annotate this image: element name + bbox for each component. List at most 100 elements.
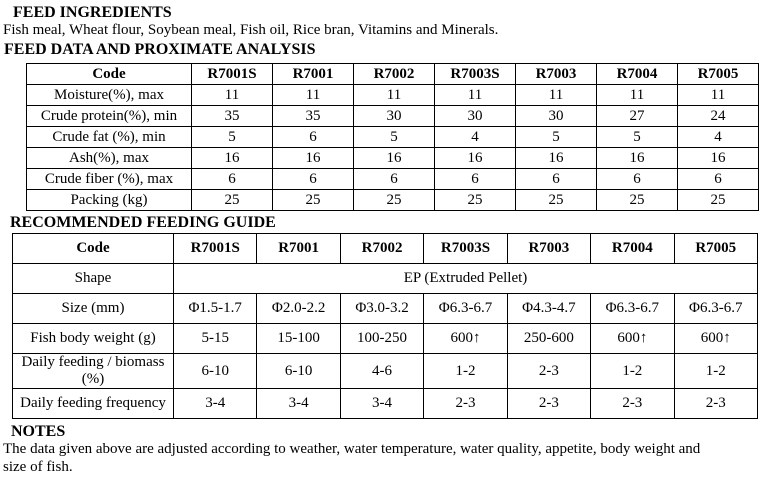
merged-value-cell: EP (Extruded Pellet) xyxy=(173,263,758,294)
value-cell: 15-100 xyxy=(256,323,341,354)
value-cell: 11 xyxy=(677,84,759,106)
value-cell: 4-6 xyxy=(339,353,425,389)
value-cell: Φ4.3-4.7 xyxy=(506,293,592,324)
header-code-cell: R7004 xyxy=(596,63,678,85)
header-code-cell: R7003S xyxy=(434,63,516,85)
header-code-cell: R7003S xyxy=(423,233,508,264)
value-cell: 2-3 xyxy=(423,388,508,419)
value-cell: 16 xyxy=(596,147,678,169)
value-cell: 3-4 xyxy=(172,388,258,419)
value-cell: 16 xyxy=(677,147,759,169)
value-cell: 6 xyxy=(272,126,354,148)
value-cell: 600↑ xyxy=(423,323,508,354)
value-cell: 6 xyxy=(677,168,759,190)
header-code-cell: R7002 xyxy=(339,233,425,264)
row-label-cell: Shape xyxy=(12,263,174,294)
row-label-cell: Crude protein(%), min xyxy=(26,105,192,127)
row-label-cell: Daily feeding frequency xyxy=(12,388,174,419)
header-code-cell: R7001S xyxy=(191,63,273,85)
header-code-cell: R7003 xyxy=(506,233,592,264)
value-cell: 11 xyxy=(596,84,678,106)
value-cell: 11 xyxy=(434,84,516,106)
section-heading-notes: NOTES xyxy=(11,423,66,440)
row-label-cell: Fish body weight (g) xyxy=(12,323,174,354)
value-cell: 100-250 xyxy=(339,323,425,354)
value-cell: 1-2 xyxy=(590,353,675,389)
value-cell: 11 xyxy=(191,84,273,106)
value-cell: 25 xyxy=(515,189,597,211)
row-label-cell: Crude fat (%), min xyxy=(26,126,192,148)
value-cell: 35 xyxy=(191,105,273,127)
value-cell: 35 xyxy=(272,105,354,127)
value-cell: Φ1.5-1.7 xyxy=(172,293,258,324)
value-cell: 11 xyxy=(272,84,354,106)
value-cell: 6 xyxy=(353,168,435,190)
value-cell: 30 xyxy=(434,105,516,127)
table-row: Crude fiber (%), max 6 6 6 6 6 6 6 xyxy=(26,168,759,190)
header-code-cell: R7001S xyxy=(172,233,258,264)
value-cell: 25 xyxy=(191,189,273,211)
value-cell: 2-3 xyxy=(590,388,675,419)
value-cell: 30 xyxy=(353,105,435,127)
section-heading-proximate-analysis: FEED DATA AND PROXIMATE ANALYSIS xyxy=(4,41,316,58)
value-cell: 25 xyxy=(677,189,759,211)
header-code-cell: R7004 xyxy=(590,233,675,264)
table-row: Daily feeding / biomass (%) 6-10 6-10 4-6 1-… xyxy=(12,353,759,389)
value-cell: 25 xyxy=(434,189,516,211)
value-cell: 250-600 xyxy=(506,323,592,354)
value-cell: 6 xyxy=(272,168,354,190)
table-header-row: Code R7001S R7001 R7002 R7003S R7003 R7004 R700… xyxy=(26,63,759,85)
row-label-cell: Moisture(%), max xyxy=(26,84,192,106)
value-cell: 2-3 xyxy=(506,388,592,419)
table-row: Crude protein(%), min 35 35 30 30 30 27 24 xyxy=(26,105,759,127)
value-cell: 25 xyxy=(272,189,354,211)
value-cell: 16 xyxy=(272,147,354,169)
table-header-row: Code R7001S R7001 R7002 R7003S R7003 R7004 R700… xyxy=(12,233,759,264)
value-cell: 16 xyxy=(353,147,435,169)
value-cell: 16 xyxy=(515,147,597,169)
notes-line-1: The data given above are adjusted accord… xyxy=(3,441,701,457)
value-cell: 3-4 xyxy=(256,388,341,419)
value-cell: 6-10 xyxy=(172,353,258,389)
table-row: Moisture(%), max 11 11 11 11 11 11 11 xyxy=(26,84,759,106)
value-cell: 6 xyxy=(596,168,678,190)
value-cell: 6-10 xyxy=(256,353,341,389)
value-cell: 5 xyxy=(353,126,435,148)
value-cell: 4 xyxy=(434,126,516,148)
table-row: Size (mm) Φ1.5-1.7 Φ2.0-2.2 Φ3.0-3.2 Φ6.3-6.… xyxy=(12,293,759,324)
value-cell: 5 xyxy=(191,126,273,148)
table-row: Daily feeding frequency 3-4 3-4 3-4 2-3 2-3 2-… xyxy=(12,388,759,419)
header-code-cell: R7001 xyxy=(256,233,341,264)
header-label-cell: Code xyxy=(12,233,174,264)
value-cell: 16 xyxy=(191,147,273,169)
section-heading-feed-ingredients: FEED INGREDIENTS xyxy=(13,4,172,21)
header-code-cell: R7003 xyxy=(515,63,597,85)
ingredients-text: Fish meal, Wheat flour, Soybean meal, Fi… xyxy=(3,22,499,38)
value-cell: 16 xyxy=(434,147,516,169)
section-heading-feeding-guide: RECOMMENDED FEEDING GUIDE xyxy=(10,214,276,231)
header-code-cell: R7001 xyxy=(272,63,354,85)
value-cell: 25 xyxy=(596,189,678,211)
value-cell: 6 xyxy=(515,168,597,190)
value-cell: 6 xyxy=(191,168,273,190)
value-cell: 600↑ xyxy=(590,323,675,354)
value-cell: 30 xyxy=(515,105,597,127)
value-cell: 5 xyxy=(515,126,597,148)
value-cell: 1-2 xyxy=(423,353,508,389)
value-cell: 3-4 xyxy=(339,388,425,419)
value-cell: 2-3 xyxy=(673,388,759,419)
value-cell: 25 xyxy=(353,189,435,211)
value-cell: 600↑ xyxy=(673,323,759,354)
header-code-cell: R7005 xyxy=(673,233,759,264)
table-row: Ash(%), max 16 16 16 16 16 16 16 xyxy=(26,147,759,169)
row-label-cell: Daily feeding / biomass (%) xyxy=(12,353,174,389)
value-cell: 11 xyxy=(515,84,597,106)
header-code-cell: R7005 xyxy=(677,63,759,85)
proximate-analysis-table: Code R7001S R7001 R7002 R7003S R7003 R7004 R700… xyxy=(26,63,759,211)
row-label-cell: Ash(%), max xyxy=(26,147,192,169)
header-label-cell: Code xyxy=(26,63,192,85)
value-cell: 5-15 xyxy=(172,323,258,354)
value-cell: Φ2.0-2.2 xyxy=(256,293,341,324)
table-row: Packing (kg) 25 25 25 25 25 25 25 xyxy=(26,189,759,211)
